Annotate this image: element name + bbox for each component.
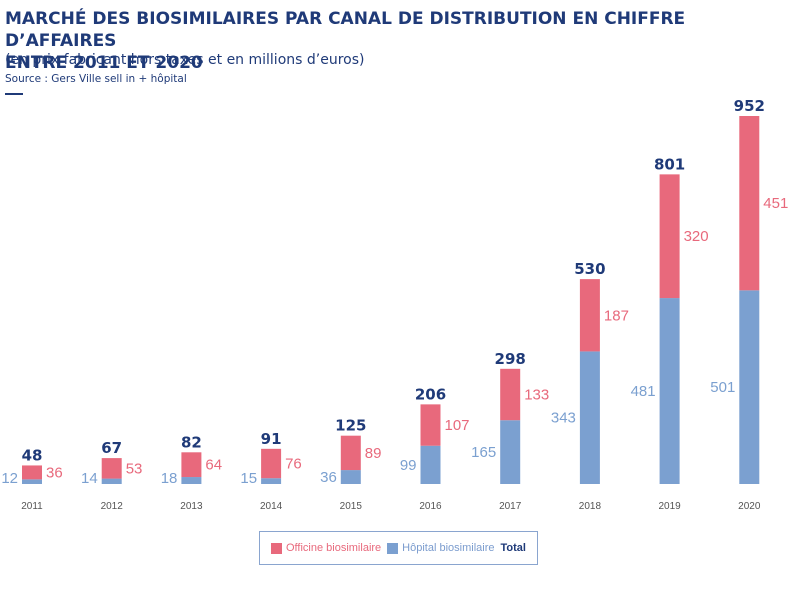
bar-officine — [101, 458, 122, 479]
data-label-hopital: 18 — [161, 470, 178, 487]
bar-officine — [261, 448, 282, 479]
bar-hopital — [420, 445, 441, 484]
bar-hopital — [579, 351, 600, 484]
data-label-total: 91 — [261, 430, 282, 448]
data-label-hopital: 481 — [631, 383, 656, 400]
legend-label-officine: Officine biosimilaire — [286, 542, 382, 554]
data-label-total: 48 — [22, 446, 43, 464]
data-label-hopital: 343 — [551, 410, 576, 427]
data-label-officine: 451 — [763, 195, 788, 212]
bar-officine — [181, 452, 202, 478]
data-label-total: 67 — [101, 439, 122, 457]
bar-hopital — [22, 479, 42, 484]
legend-swatch-officine — [271, 542, 282, 554]
data-label-officine: 187 — [604, 307, 629, 324]
bar-hopital — [739, 290, 760, 484]
legend-label-total: Total — [500, 542, 526, 554]
data-label-total: 298 — [495, 350, 526, 368]
x-tick-label: 2017 — [499, 501, 522, 512]
data-label-hopital: 99 — [400, 457, 417, 474]
x-tick-label: 2020 — [738, 501, 761, 512]
title-divider — [5, 93, 23, 95]
data-label-officine: 53 — [126, 460, 143, 477]
data-label-officine: 76 — [285, 456, 302, 473]
data-label-hopital: 12 — [1, 470, 18, 487]
legend-item-officine: Officine biosimilaire — [271, 542, 381, 554]
x-tick-label: 2019 — [658, 501, 681, 512]
data-label-officine: 64 — [205, 457, 222, 474]
chart-subtitle: (en prix fabricant hors taxes et en mill… — [5, 52, 365, 68]
data-label-total: 125 — [335, 417, 366, 435]
bar-officine — [739, 116, 760, 291]
bar-officine — [500, 368, 521, 421]
x-tick-label: 2016 — [419, 501, 442, 512]
data-label-officine: 133 — [524, 387, 549, 404]
data-label-hopital: 36 — [320, 469, 337, 486]
data-label-officine: 320 — [684, 228, 709, 245]
data-label-officine: 36 — [46, 464, 63, 481]
bar-officine — [22, 465, 42, 480]
bar-hopital — [659, 298, 680, 484]
data-label-total: 206 — [415, 385, 446, 403]
data-label-total: 952 — [734, 97, 765, 115]
bar-hopital — [101, 478, 122, 484]
legend-label-hopital: Hôpital biosimilaire — [402, 542, 495, 554]
x-tick-label: 2015 — [340, 501, 363, 512]
chart-legend: Officine biosimilaire Hôpital biosimilai… — [259, 531, 538, 565]
x-tick-label: 2014 — [260, 501, 283, 512]
chart-title-line2: ENTRE 2011 ET 2020 — [5, 53, 203, 73]
data-label-total: 82 — [181, 433, 202, 451]
chart-title-line1: MARCHÉ DES BIOSIMILAIRES PAR CANAL DE DI… — [5, 9, 686, 51]
x-tick-label: 2018 — [579, 501, 602, 512]
data-label-hopital: 165 — [471, 444, 496, 461]
data-label-total: 801 — [654, 155, 685, 173]
bar-officine — [659, 174, 680, 299]
data-label-hopital: 14 — [81, 470, 98, 487]
bar-officine — [420, 404, 441, 446]
data-label-officine: 89 — [365, 445, 382, 462]
data-label-total: 530 — [574, 260, 605, 278]
data-label-officine: 107 — [445, 417, 470, 434]
chart-source: Source : Gers Ville sell in + hôpital — [5, 73, 187, 85]
bar-officine — [340, 435, 361, 471]
bar-hopital — [261, 478, 282, 484]
x-tick-label: 2011 — [21, 501, 43, 512]
legend-item-hopital: Hôpital biosimilaire — [387, 542, 495, 554]
data-label-hopital: 15 — [240, 470, 257, 487]
bar-officine — [579, 279, 600, 352]
bar-hopital — [340, 470, 361, 484]
bar-hopital — [181, 477, 202, 484]
legend-item-total: Total — [501, 542, 526, 554]
legend-swatch-hopital — [387, 542, 399, 554]
x-tick-label: 2013 — [180, 501, 203, 512]
bar-hopital — [500, 420, 521, 484]
chart-title: MARCHÉ DES BIOSIMILAIRES PAR CANAL DE DI… — [5, 8, 800, 74]
x-tick-label: 2012 — [101, 501, 124, 512]
data-label-hopital: 501 — [710, 379, 735, 396]
